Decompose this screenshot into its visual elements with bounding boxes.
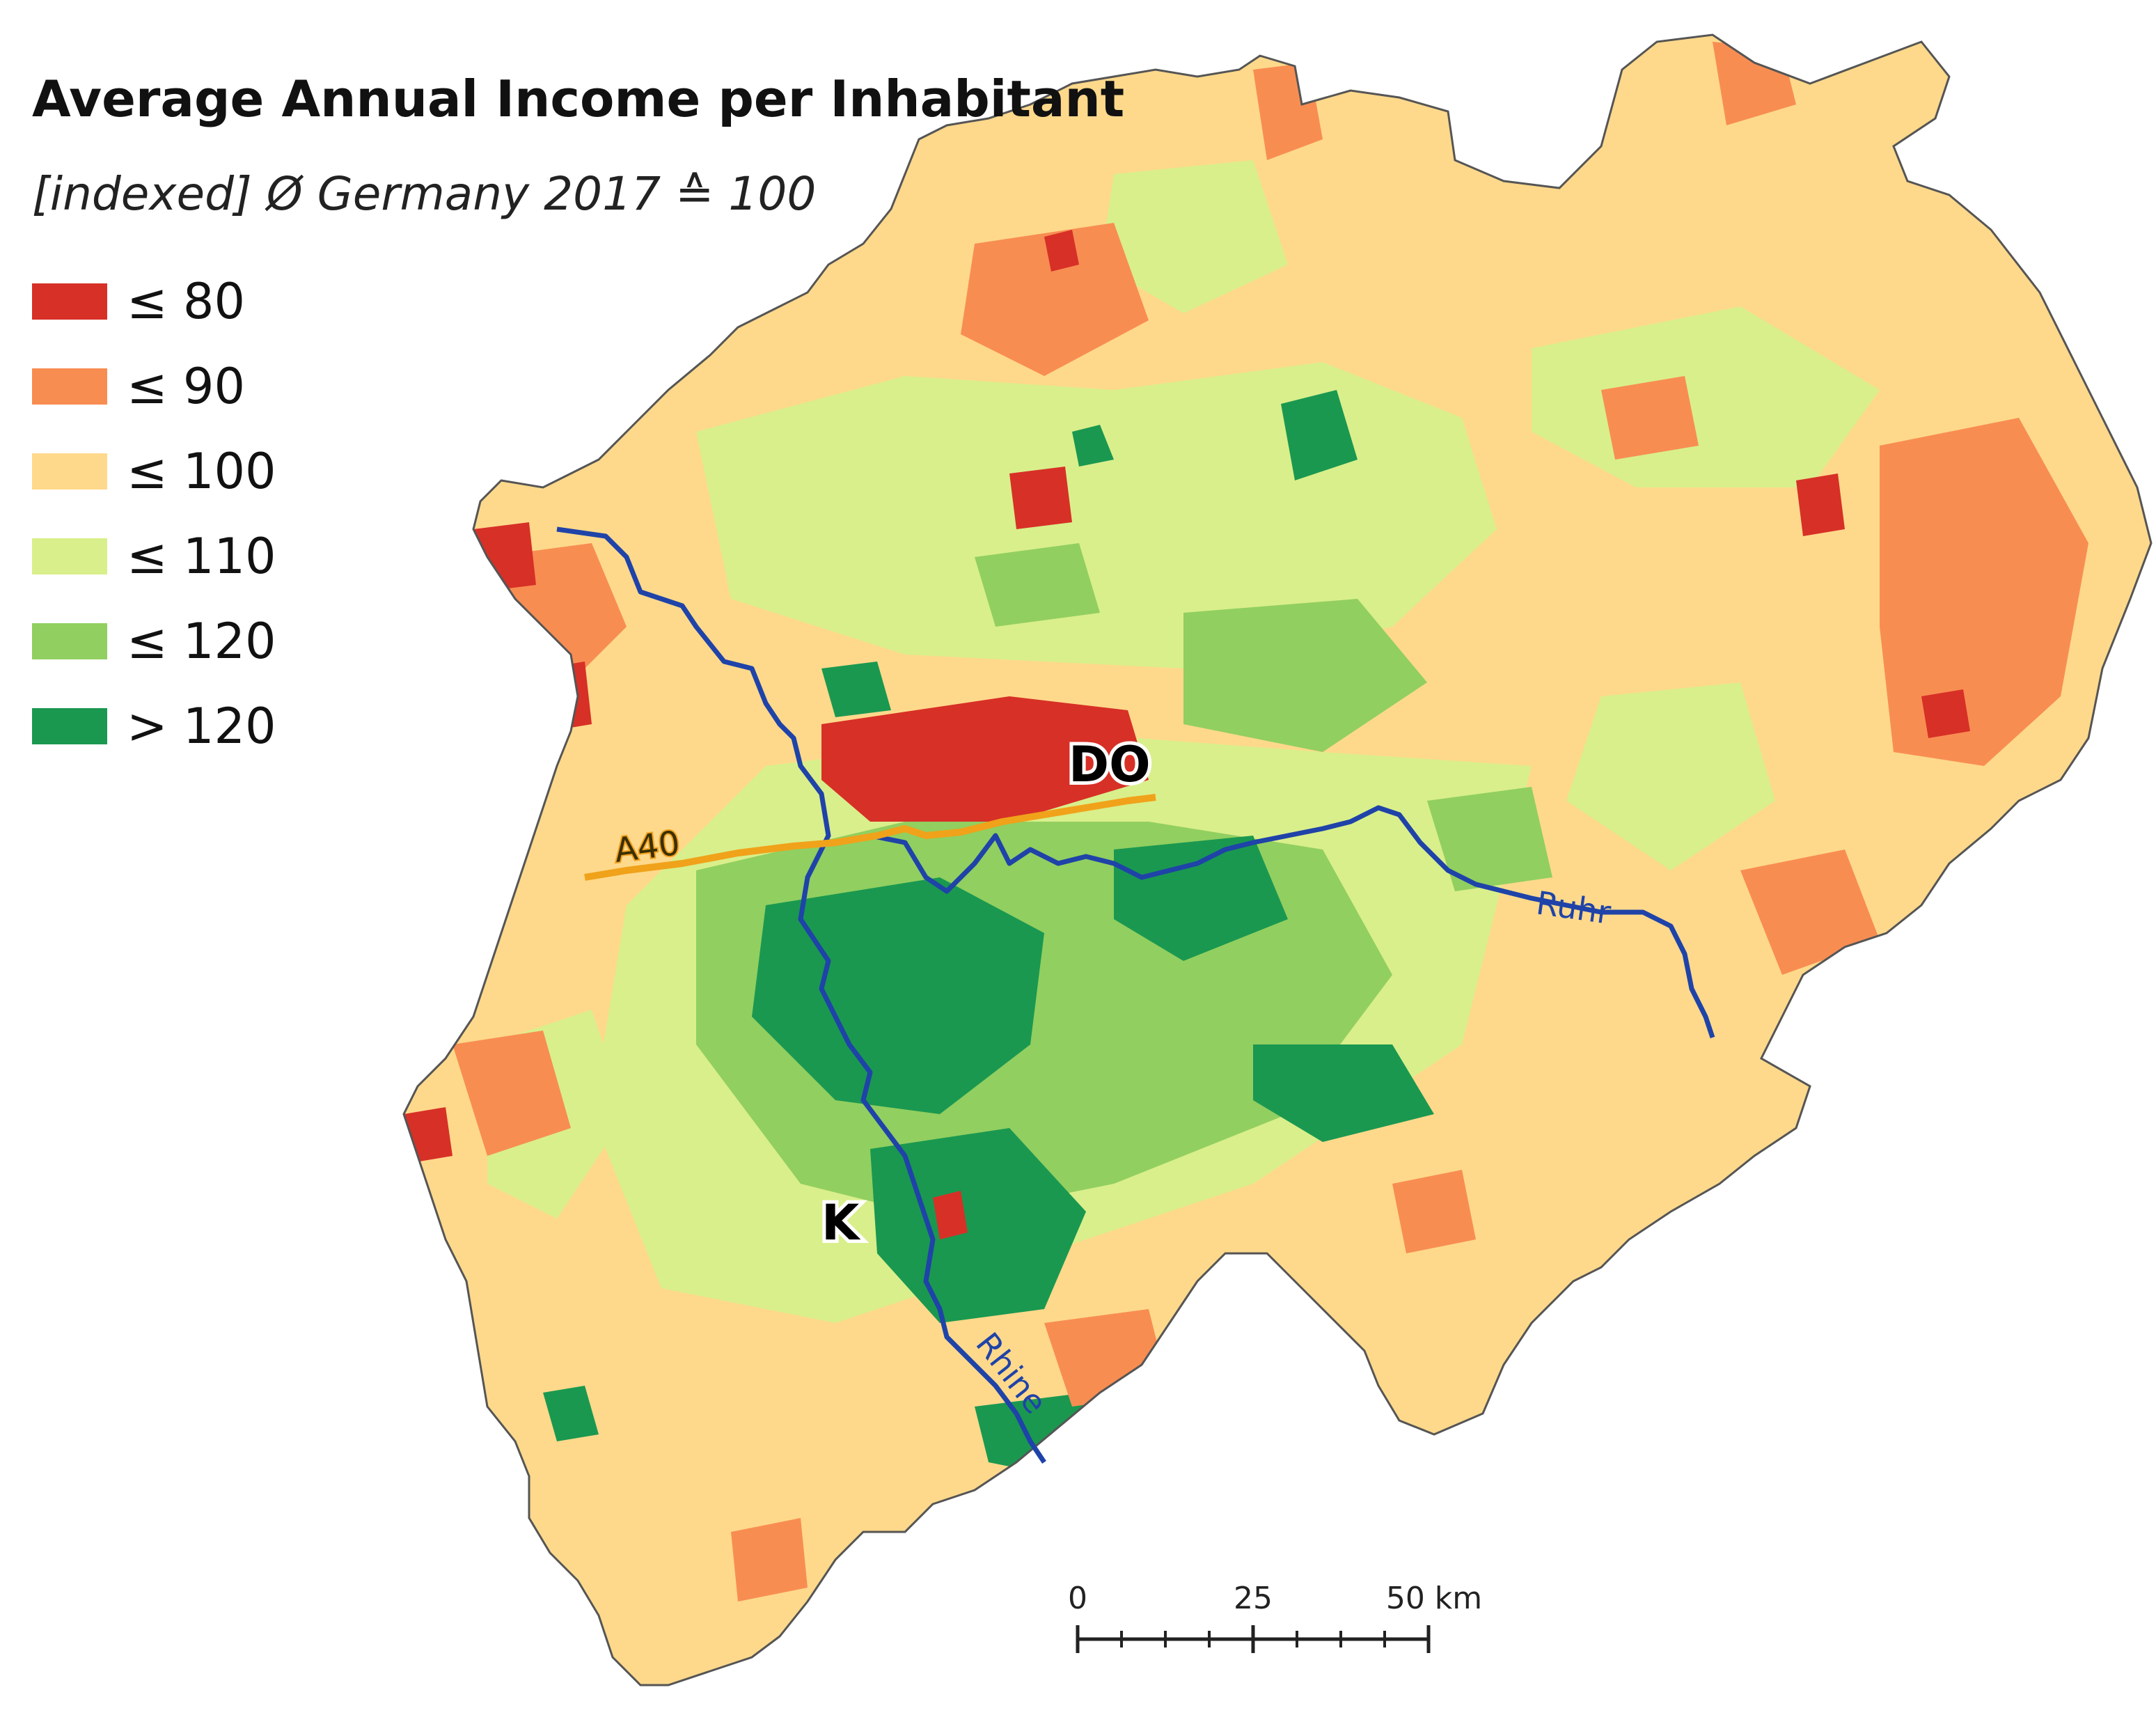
- legend-item-le110: ≤ 110: [32, 514, 276, 599]
- legend-label: ≤ 90: [127, 358, 245, 415]
- legend-swatch: [32, 623, 107, 659]
- region: [1114, 836, 1288, 961]
- region: [543, 1386, 599, 1441]
- region: [1253, 1044, 1434, 1142]
- region: [933, 1191, 968, 1239]
- city-label-koeln: K: [821, 1194, 861, 1251]
- region: [731, 1518, 808, 1602]
- region: [1100, 160, 1288, 313]
- region: [1880, 418, 2088, 766]
- region: [821, 696, 1149, 822]
- region: [961, 223, 1149, 376]
- legend-swatch: [32, 453, 107, 490]
- region: [1601, 376, 1699, 460]
- region: [1281, 390, 1358, 480]
- region: [1796, 473, 1845, 536]
- region: [870, 1128, 1086, 1323]
- legend-swatch: [32, 283, 107, 320]
- legend-item-gt120: > 120: [32, 684, 276, 769]
- a40-label: A40: [613, 824, 682, 870]
- region: [1183, 599, 1427, 752]
- city-label-dortmund: DO: [1069, 736, 1151, 793]
- region: [1566, 682, 1775, 870]
- region: [752, 877, 1044, 1114]
- region: [1392, 1170, 1476, 1253]
- scale-label-25: 25: [1234, 1581, 1273, 1616]
- region: [1427, 787, 1552, 891]
- legend-swatch: [32, 368, 107, 405]
- region: [453, 1031, 571, 1156]
- rhine-river: [556, 526, 1046, 1464]
- region: [1072, 425, 1114, 467]
- region: [1740, 850, 1880, 975]
- ruhr-river: [870, 805, 1715, 1039]
- map-subtitle: [indexed] Ø Germany 2017 ≙ 100: [32, 167, 817, 221]
- region: [975, 543, 1100, 627]
- legend-item-le90: ≤ 90: [32, 344, 276, 429]
- a40-highway: [584, 794, 1156, 881]
- region: [821, 662, 891, 717]
- legend-swatch: [32, 538, 107, 574]
- legend: ≤ 80 ≤ 90 ≤ 100 ≤ 110 ≤ 120 > 120: [32, 259, 276, 769]
- legend-item-le100: ≤ 100: [32, 429, 276, 514]
- legend-label: ≤ 110: [127, 528, 276, 585]
- legend-item-le80: ≤ 80: [32, 259, 276, 344]
- legend-label: > 120: [127, 698, 276, 755]
- region: [1921, 689, 1970, 738]
- region: [1009, 467, 1072, 529]
- legend-label: ≤ 100: [127, 443, 276, 500]
- legend-label: ≤ 120: [127, 613, 276, 670]
- scale-label-0: 0: [1068, 1581, 1087, 1616]
- legend-swatch: [32, 708, 107, 744]
- map-title: Average Annual Income per Inhabitant: [32, 70, 1125, 128]
- region: [543, 662, 592, 731]
- scale-label-50: 50 km: [1386, 1581, 1482, 1616]
- scale-bar: 0 25 50 km: [1068, 1581, 1482, 1653]
- legend-item-le120: ≤ 120: [32, 599, 276, 684]
- legend-label: ≤ 80: [127, 273, 245, 330]
- region: [1044, 230, 1079, 272]
